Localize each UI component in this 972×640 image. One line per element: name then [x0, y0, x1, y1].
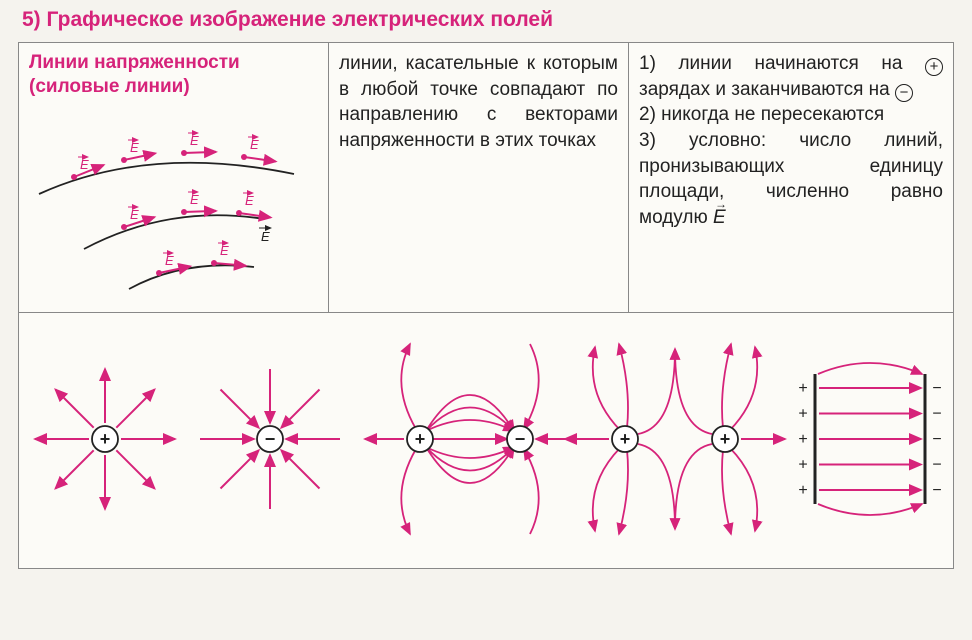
svg-text:E: E — [190, 192, 199, 207]
svg-text:−: − — [932, 431, 941, 448]
prop1-prefix: 1) линии начинаются на — [639, 53, 925, 74]
prop3-prefix: 3) условно: число линий, пронизывающих е… — [639, 130, 943, 228]
e-vector-icon: E — [713, 207, 726, 228]
title-line-1: Линии напряженности — [29, 52, 240, 73]
property-2: 2) никогда не пересекаются — [639, 102, 943, 128]
svg-text:−: − — [932, 482, 941, 499]
svg-text:+: + — [798, 482, 807, 499]
cell-lines-definition: Линии напряженности (силовые линии) EEEE… — [19, 43, 329, 312]
minus-icon: − — [895, 84, 913, 102]
svg-text:E: E — [261, 229, 270, 244]
property-1: 1) линии начинаются на + зарядах и закан… — [639, 51, 943, 102]
cell-properties: 1) линии начинаются на + зарядах и закан… — [629, 43, 953, 312]
svg-text:+: + — [798, 431, 807, 448]
svg-text:E: E — [250, 137, 259, 152]
row-1: Линии напряженности (силовые линии) EEEE… — [19, 43, 953, 313]
cell-definition-text: линии, касательные к которым в любой точ… — [329, 43, 629, 312]
svg-text:+: + — [798, 405, 807, 422]
svg-text:+: + — [415, 429, 426, 449]
svg-text:−: − — [265, 429, 276, 449]
tangent-lines-diagram: E E E E E E E E E E — [29, 99, 319, 304]
svg-text:+: + — [798, 380, 807, 397]
title-line-2: (силовые линии) — [29, 76, 190, 97]
svg-text:+: + — [720, 429, 731, 449]
svg-text:−: − — [932, 380, 941, 397]
svg-text:E: E — [80, 157, 89, 172]
section-title-text: Графическое изображение электрических по… — [47, 8, 553, 31]
section-number: 5) — [22, 8, 41, 31]
content-table: Линии напряженности (силовые линии) EEEE… — [18, 42, 954, 569]
property-3: 3) условно: число линий, пронизывающих е… — [639, 128, 943, 231]
prop1-mid: зарядах и заканчиваются на — [639, 79, 895, 100]
svg-text:E: E — [245, 193, 254, 208]
field-lines-title: Линии напряженности (силовые линии) — [29, 51, 318, 99]
section-title: 5) Графическое изображение электрических… — [18, 8, 954, 32]
svg-text:+: + — [798, 456, 807, 473]
svg-text:−: − — [515, 429, 526, 449]
row-2-diagrams: + − + − + + + − + − + − + − + − — [19, 313, 953, 568]
svg-text:E: E — [220, 243, 229, 258]
svg-text:E: E — [130, 207, 139, 222]
svg-text:E: E — [165, 253, 174, 268]
field-configurations-diagram: + − + − + + + − + − + − + − + − — [25, 319, 945, 564]
plus-icon: + — [925, 58, 943, 76]
svg-text:+: + — [100, 429, 111, 449]
svg-text:E: E — [190, 133, 199, 148]
definition-text: линии, касательные к которым в любой точ… — [339, 53, 618, 151]
svg-text:−: − — [932, 405, 941, 422]
svg-text:−: − — [932, 456, 941, 473]
svg-text:E: E — [130, 140, 139, 155]
svg-text:+: + — [620, 429, 631, 449]
